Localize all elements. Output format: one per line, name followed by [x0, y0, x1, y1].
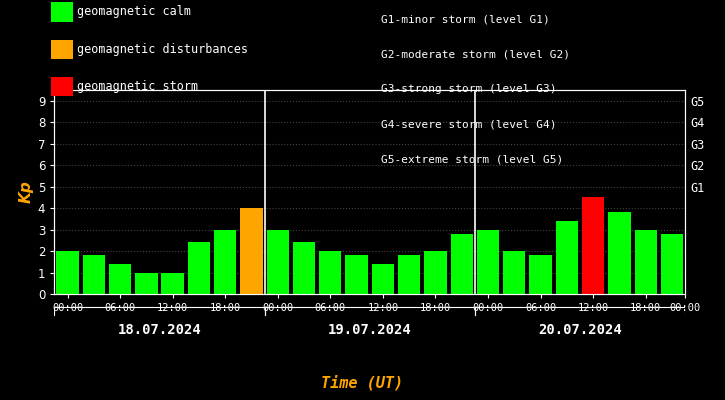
Bar [240, 208, 262, 294]
Bar [582, 197, 605, 294]
Bar [319, 251, 341, 294]
Bar [529, 255, 552, 294]
Bar [345, 255, 368, 294]
Text: geomagnetic calm: geomagnetic calm [77, 6, 191, 18]
Bar [634, 230, 657, 294]
Text: geomagnetic storm: geomagnetic storm [77, 80, 198, 93]
Text: G4-severe storm (level G4): G4-severe storm (level G4) [381, 120, 556, 130]
Bar [293, 242, 315, 294]
Bar [162, 272, 184, 294]
Text: 20.07.2024: 20.07.2024 [538, 323, 622, 337]
Bar [477, 230, 500, 294]
Text: G5-extreme storm (level G5): G5-extreme storm (level G5) [381, 155, 563, 165]
Bar [398, 255, 420, 294]
Text: G2-moderate storm (level G2): G2-moderate storm (level G2) [381, 49, 570, 59]
Bar [372, 264, 394, 294]
Bar [555, 221, 578, 294]
Text: 18.07.2024: 18.07.2024 [117, 323, 202, 337]
Y-axis label: Kp: Kp [19, 181, 33, 203]
Bar [188, 242, 210, 294]
Text: G1-minor storm (level G1): G1-minor storm (level G1) [381, 14, 550, 24]
Bar [450, 234, 473, 294]
Text: geomagnetic disturbances: geomagnetic disturbances [77, 43, 248, 56]
Bar [214, 230, 236, 294]
Bar [109, 264, 131, 294]
Bar [660, 234, 683, 294]
Bar [57, 251, 79, 294]
Text: 19.07.2024: 19.07.2024 [328, 323, 412, 337]
Bar [608, 212, 631, 294]
Bar [424, 251, 447, 294]
Text: G3-strong storm (level G3): G3-strong storm (level G3) [381, 84, 556, 94]
Bar [135, 272, 157, 294]
Bar [267, 230, 289, 294]
Bar [503, 251, 526, 294]
Bar [83, 255, 105, 294]
Text: Time (UT): Time (UT) [321, 374, 404, 390]
